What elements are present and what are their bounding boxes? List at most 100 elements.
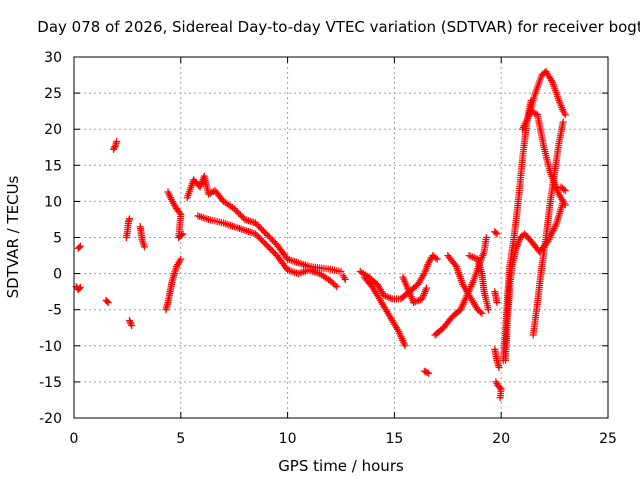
- data-point: [493, 230, 501, 238]
- data-point: [75, 284, 83, 292]
- data-point: [301, 267, 309, 275]
- data-point: [380, 291, 388, 299]
- data-point: [76, 242, 84, 250]
- data-point: [560, 185, 568, 193]
- data-point: [75, 243, 83, 251]
- data-point: [433, 255, 441, 263]
- y-tick-label: 10: [44, 194, 62, 210]
- y-axis-label: SDTVAR / TECUs: [4, 175, 22, 298]
- data-point: [111, 143, 119, 151]
- data-point: [194, 212, 202, 220]
- data-point: [333, 283, 341, 291]
- data-point: [496, 394, 504, 402]
- data-point: [310, 268, 318, 276]
- x-tick-labels: 0 5 10 15 20 25: [70, 431, 617, 447]
- y-tick-labels: -20 -15 -10 -5 0 5 10 15 20 25 30: [39, 50, 62, 427]
- data-point: [467, 252, 475, 260]
- data-point: [259, 227, 267, 235]
- data-point: [559, 118, 567, 126]
- chart-title: Day 078 of 2026, Sidereal Day-to-day VTE…: [37, 18, 640, 36]
- x-tick-label: 25: [599, 431, 617, 447]
- data-point: [267, 235, 275, 243]
- data-point: [103, 297, 111, 305]
- data-point: [127, 320, 135, 328]
- data-point: [478, 309, 486, 317]
- plot-frame: [73, 56, 609, 419]
- data-point: [176, 209, 184, 217]
- data-point: [267, 245, 275, 253]
- data-point: [298, 260, 306, 268]
- data-point: [230, 205, 238, 213]
- data-point: [341, 275, 349, 283]
- y-tick-label: -5: [48, 303, 62, 319]
- data-point: [337, 267, 345, 275]
- data-point: [113, 137, 121, 145]
- data-point: [237, 225, 245, 233]
- x-tick-label: 20: [492, 431, 510, 447]
- data-point: [410, 298, 418, 306]
- data-point: [241, 215, 249, 223]
- data-point: [252, 219, 260, 227]
- data-point: [233, 208, 241, 216]
- data-point: [196, 212, 204, 220]
- x-axis-label: GPS time / hours: [278, 457, 404, 475]
- y-tick-label: 25: [44, 86, 62, 102]
- data-point: [236, 224, 244, 232]
- data-point: [495, 363, 503, 371]
- x-tick-label: 10: [279, 431, 297, 447]
- data-point: [252, 230, 260, 238]
- data-point: [264, 242, 272, 250]
- data-point: [561, 111, 569, 119]
- data-point: [201, 214, 209, 222]
- x-tick-label: 5: [176, 431, 185, 447]
- data-point: [385, 293, 393, 301]
- data-point: [432, 254, 440, 262]
- data-point: [381, 292, 389, 300]
- data-point: [199, 214, 207, 222]
- data-point: [256, 224, 264, 232]
- data-point: [262, 230, 270, 238]
- data-point: [261, 228, 269, 236]
- data-point: [387, 294, 395, 302]
- data-point: [340, 274, 348, 282]
- data-point: [264, 231, 272, 239]
- data-point: [225, 221, 233, 229]
- data-point: [265, 233, 273, 241]
- data-point: [401, 342, 409, 350]
- data-point: [291, 268, 299, 276]
- data-point: [484, 306, 492, 314]
- data-point: [301, 261, 309, 269]
- data-point: [492, 229, 500, 237]
- data-point: [238, 212, 246, 220]
- data-point: [221, 220, 229, 228]
- data-point: [300, 261, 308, 269]
- y-tick-label: 30: [44, 50, 62, 66]
- data-point: [465, 252, 473, 260]
- data-point: [76, 283, 84, 291]
- data-point: [230, 223, 238, 231]
- data-point: [265, 244, 273, 252]
- y-tick-label: 0: [53, 267, 62, 283]
- data-point: [232, 206, 240, 214]
- data-point: [289, 257, 297, 265]
- data-point: [140, 243, 148, 251]
- data-point: [255, 222, 263, 230]
- data-point: [236, 211, 244, 219]
- data-point: [291, 258, 299, 266]
- data-point: [126, 318, 134, 326]
- data-point: [262, 241, 270, 249]
- data-point: [296, 259, 304, 267]
- y-tick-label: -20: [39, 411, 62, 427]
- data-point: [270, 238, 278, 246]
- data-point: [268, 247, 276, 255]
- data-point: [104, 298, 112, 306]
- data-point: [411, 298, 419, 306]
- data-points: [72, 67, 569, 402]
- data-point: [227, 221, 235, 229]
- data-point: [259, 238, 267, 246]
- data-point: [178, 231, 186, 239]
- y-tick-label: 5: [53, 231, 62, 247]
- data-point: [470, 254, 478, 262]
- data-point: [223, 220, 231, 228]
